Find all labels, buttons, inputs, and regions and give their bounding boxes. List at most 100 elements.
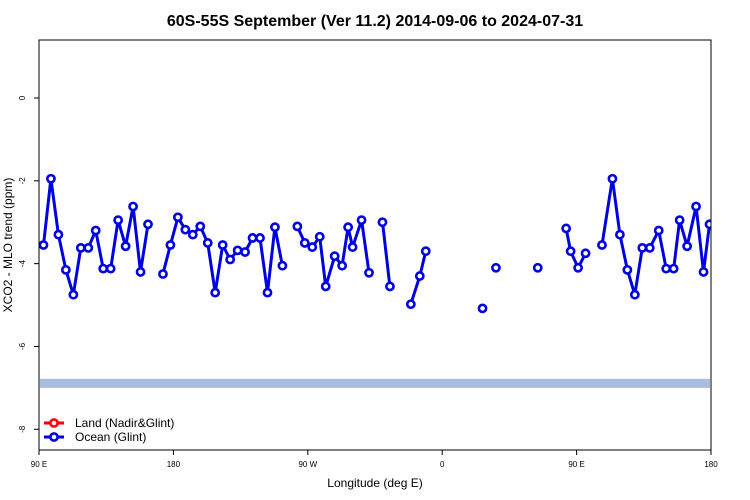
data-point	[573, 262, 583, 273]
data-point	[405, 299, 416, 310]
data-point	[202, 238, 213, 248]
legend-label: Land (Nadir&Glint)	[75, 416, 174, 430]
data-point	[414, 271, 425, 281]
y-axis: 0 -2 -4 -6 -8	[18, 95, 39, 433]
data-point	[337, 260, 348, 271]
data-point	[691, 201, 701, 212]
data-point	[644, 242, 655, 253]
data-point	[225, 254, 236, 265]
data-point	[143, 219, 153, 230]
data-point	[113, 215, 124, 226]
x-tick-label: 180	[167, 460, 181, 469]
data-point	[60, 264, 71, 275]
data-point	[347, 242, 358, 252]
y-tick-label: -8	[18, 425, 27, 433]
data-point	[98, 263, 109, 274]
x-tick-label: 90 E	[31, 460, 47, 469]
data-point	[105, 263, 116, 274]
data-point	[364, 267, 374, 278]
data-point	[68, 289, 79, 300]
data-point	[565, 246, 576, 257]
reference-band	[40, 378, 710, 388]
series-line	[564, 228, 587, 270]
data-point	[135, 267, 146, 277]
data-point	[343, 222, 354, 233]
data-point	[674, 215, 685, 226]
data-point	[158, 269, 168, 279]
x-axis: 90 E 180 90 W 0 90 E 180	[31, 450, 718, 469]
chart-title: 60S-55S September (Ver 11.2) 2014-09-06 …	[167, 13, 583, 30]
data-point	[420, 246, 431, 257]
data-point	[46, 173, 56, 184]
legend-marker	[49, 418, 59, 428]
x-tick-label: 0	[440, 460, 445, 469]
data-point	[661, 263, 672, 274]
data-point	[532, 262, 543, 273]
data-point	[704, 219, 711, 230]
y-tick-label: -4	[18, 260, 27, 268]
y-tick-label: 0	[18, 95, 27, 100]
data-point	[561, 223, 572, 234]
data-point	[377, 217, 388, 228]
data-point	[698, 267, 709, 277]
series-layer	[39, 173, 737, 314]
x-axis-label: Longitude (deg E)	[327, 476, 422, 490]
data-point	[477, 303, 488, 314]
data-point	[314, 231, 325, 242]
data-point	[120, 241, 131, 252]
y-axis-label: XCO2 - MLO trend (ppm)	[1, 178, 15, 313]
data-point	[320, 281, 331, 292]
data-point	[724, 270, 731, 277]
x-tick-label: 180	[704, 460, 718, 469]
data-point	[240, 247, 250, 257]
y-tick-label: -2	[18, 177, 27, 185]
y-tick-label: -6	[18, 342, 27, 350]
data-point	[629, 289, 640, 300]
data-point	[653, 225, 664, 236]
legend-marker	[49, 432, 59, 442]
data-point	[292, 221, 303, 232]
series-line	[381, 222, 392, 287]
data-point	[307, 242, 318, 252]
data-point	[128, 201, 138, 212]
data-point	[75, 242, 86, 253]
data-point	[597, 240, 607, 250]
data-point	[262, 287, 273, 298]
data-point	[637, 242, 648, 253]
data-point	[53, 229, 64, 240]
legend: Land (Nadir&Glint)Ocean (Glint)	[44, 416, 174, 444]
x-tick-label: 90 W	[298, 460, 317, 469]
legend-label: Ocean (Glint)	[75, 430, 146, 444]
data-point	[83, 242, 94, 253]
data-point	[180, 224, 191, 235]
band-layer	[40, 378, 710, 388]
series-line	[727, 245, 733, 274]
data-point	[668, 263, 679, 274]
data-point	[299, 238, 310, 248]
data-point	[270, 222, 280, 233]
data-point	[172, 212, 183, 223]
data-point	[165, 240, 176, 250]
plot-frame	[38, 39, 712, 451]
data-point	[615, 229, 625, 240]
data-point	[210, 287, 221, 298]
data-point	[682, 241, 693, 252]
data-point	[607, 173, 618, 184]
x-tick-label: 90 E	[568, 460, 584, 469]
data-point	[195, 221, 206, 232]
data-point	[730, 241, 737, 248]
data-point	[39, 240, 49, 250]
data-point	[580, 248, 591, 259]
data-point	[277, 260, 288, 271]
data-point	[217, 240, 228, 250]
data-point	[329, 251, 340, 262]
data-point	[356, 215, 367, 226]
data-point	[622, 264, 633, 275]
data-point	[491, 262, 501, 273]
data-point	[255, 233, 265, 243]
data-point	[232, 245, 243, 256]
data-point	[187, 229, 198, 240]
data-point	[247, 233, 258, 243]
data-point	[385, 281, 395, 292]
